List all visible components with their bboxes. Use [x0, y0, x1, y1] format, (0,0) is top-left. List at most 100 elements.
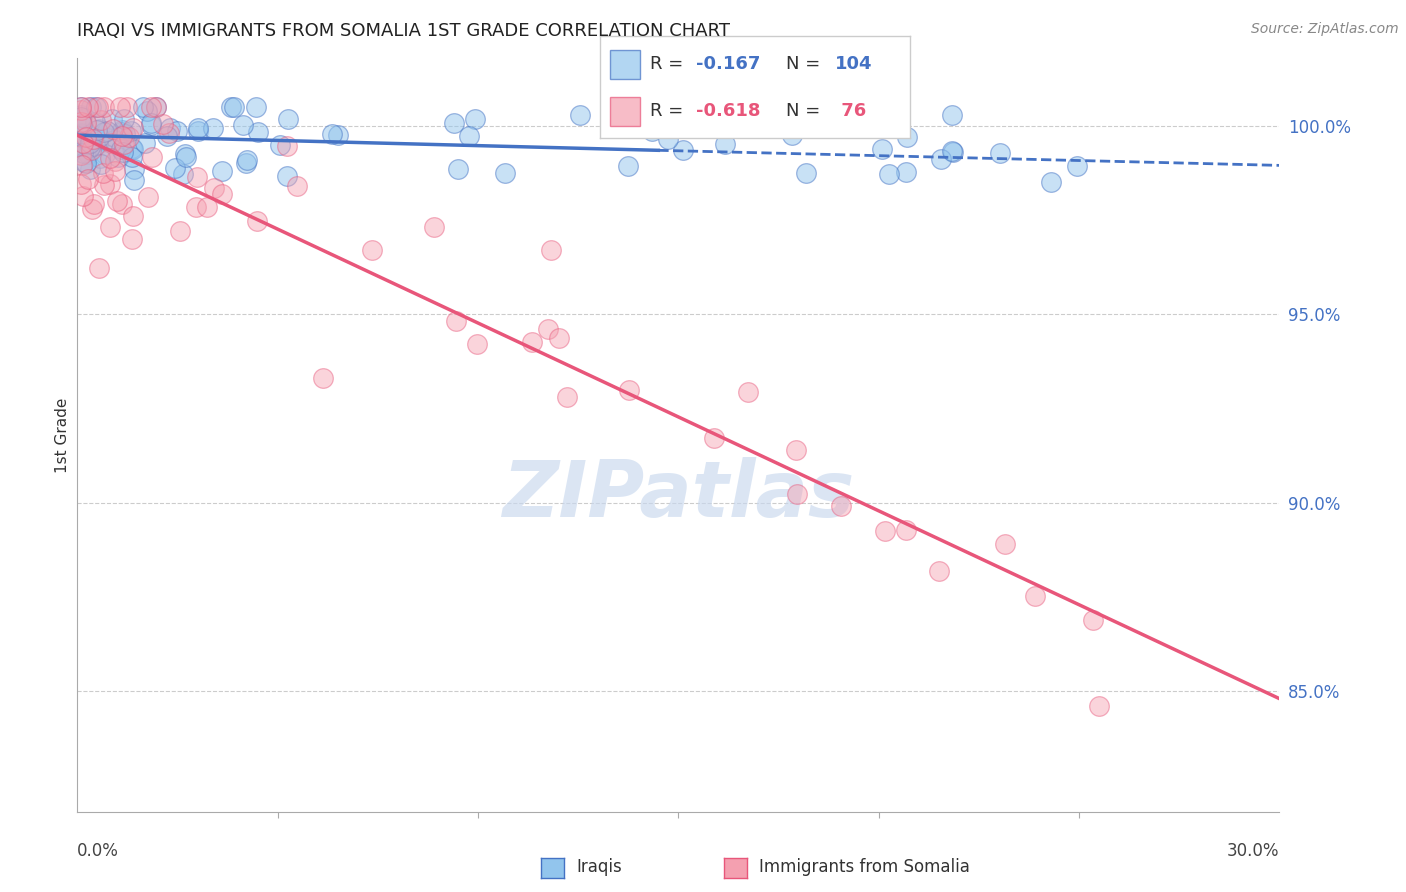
Point: [87, 136, 110, 151]
Point: [89, 261, 111, 276]
Point: [79, 161, 101, 176]
Point: [82, 132, 104, 146]
Point: [1088, 699, 1111, 714]
Point: [443, 116, 465, 130]
Text: Immigrants from Somalia: Immigrants from Somalia: [759, 858, 970, 876]
Point: [70, 110, 93, 124]
Text: ZIPatlas: ZIPatlas: [502, 457, 855, 533]
Point: [131, 100, 153, 114]
Point: [100, 136, 122, 151]
Point: [90, 112, 112, 127]
Point: [90, 156, 112, 170]
Point: [122, 209, 145, 223]
Point: [87, 134, 110, 148]
Point: [548, 331, 571, 345]
Point: [672, 143, 695, 157]
Point: [136, 190, 159, 204]
Y-axis label: 1st Grade: 1st Grade: [55, 397, 70, 473]
Point: [145, 100, 167, 114]
Point: [247, 125, 270, 139]
Point: [70, 100, 93, 114]
Point: [122, 173, 145, 187]
Point: [186, 120, 208, 135]
Point: [941, 144, 963, 158]
Point: [122, 161, 145, 176]
Point: [70, 114, 93, 128]
Text: 30.0%: 30.0%: [1227, 842, 1279, 860]
Point: [1066, 159, 1088, 173]
Point: [121, 141, 143, 155]
Point: [139, 100, 162, 114]
Point: [94, 134, 117, 148]
Point: [464, 112, 486, 126]
Text: N =: N =: [786, 55, 825, 73]
Point: [70, 117, 93, 131]
Point: [70, 130, 93, 145]
Point: [361, 243, 384, 257]
Point: [87, 100, 110, 114]
Point: [72, 154, 94, 169]
Point: [134, 136, 156, 150]
Point: [311, 371, 333, 385]
Point: [114, 127, 136, 141]
Point: [117, 100, 139, 114]
Point: [276, 169, 298, 183]
Point: [617, 159, 640, 173]
Point: [211, 187, 233, 202]
Point: [70, 103, 93, 117]
Point: [186, 169, 208, 184]
Point: [657, 132, 679, 146]
Point: [89, 151, 111, 165]
Point: [84, 115, 107, 129]
Point: [202, 180, 225, 194]
Point: [494, 166, 516, 180]
Point: [201, 120, 224, 135]
Point: [86, 100, 108, 114]
Point: [110, 142, 132, 156]
Point: [276, 139, 298, 153]
Point: [444, 314, 467, 328]
Text: R =: R =: [650, 55, 689, 73]
Point: [70, 177, 93, 191]
Point: [75, 130, 97, 145]
Point: [187, 124, 209, 138]
Point: [104, 164, 127, 178]
Point: [103, 154, 125, 169]
Point: [98, 152, 121, 166]
Point: [100, 128, 122, 143]
Text: 76: 76: [835, 102, 866, 120]
Point: [875, 524, 897, 539]
Point: [423, 220, 446, 235]
Point: [79, 140, 101, 154]
Point: [70, 147, 93, 161]
Point: [173, 146, 195, 161]
Point: [118, 129, 141, 144]
Point: [796, 103, 818, 118]
Point: [91, 166, 114, 180]
Point: [75, 156, 97, 170]
Point: [994, 536, 1017, 550]
Point: [157, 126, 180, 140]
Point: [141, 150, 163, 164]
Point: [80, 100, 103, 114]
Point: [72, 146, 94, 161]
Point: [75, 111, 97, 125]
Point: [103, 133, 125, 147]
Point: [169, 223, 191, 237]
Point: [166, 124, 188, 138]
Point: [163, 161, 186, 175]
Point: [458, 128, 481, 143]
Point: [135, 104, 157, 119]
Point: [79, 136, 101, 150]
Point: [93, 178, 115, 192]
Point: [785, 443, 807, 458]
Text: -0.167: -0.167: [696, 55, 761, 73]
Point: [76, 140, 98, 154]
Point: [285, 179, 308, 194]
Point: [120, 124, 142, 138]
Point: [246, 214, 269, 228]
Text: IRAQI VS IMMIGRANTS FROM SOMALIA 1ST GRADE CORRELATION CHART: IRAQI VS IMMIGRANTS FROM SOMALIA 1ST GRA…: [77, 22, 730, 40]
Point: [211, 163, 233, 178]
Point: [277, 112, 299, 126]
Point: [321, 127, 343, 141]
